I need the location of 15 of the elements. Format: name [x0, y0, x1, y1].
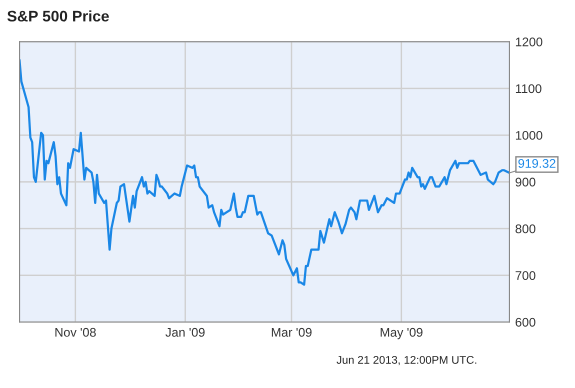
y-tick-label: 800	[516, 224, 536, 234]
line-series	[20, 59, 510, 286]
y-tick-label: 1200	[516, 38, 542, 46]
x-tick-label: May '09	[380, 328, 422, 340]
y-tick-label: 700	[516, 271, 536, 280]
x-tick-label: Jan '09	[165, 328, 205, 337]
text: Jun 21 2013, 12:00PM UTC.	[336, 356, 476, 366]
chart-title: S&P 500 Price	[7, 10, 109, 22]
x-tick-label: Mar '09	[272, 328, 312, 337]
y-tick-label: 900	[516, 178, 536, 187]
y-tick-label: 1100	[516, 84, 542, 94]
y-tick-label: 1000	[516, 130, 542, 140]
annotation: 919.32	[518, 159, 556, 168]
y-tick-label: 600	[516, 318, 536, 327]
x-tick-label: Nov '08	[55, 328, 96, 337]
